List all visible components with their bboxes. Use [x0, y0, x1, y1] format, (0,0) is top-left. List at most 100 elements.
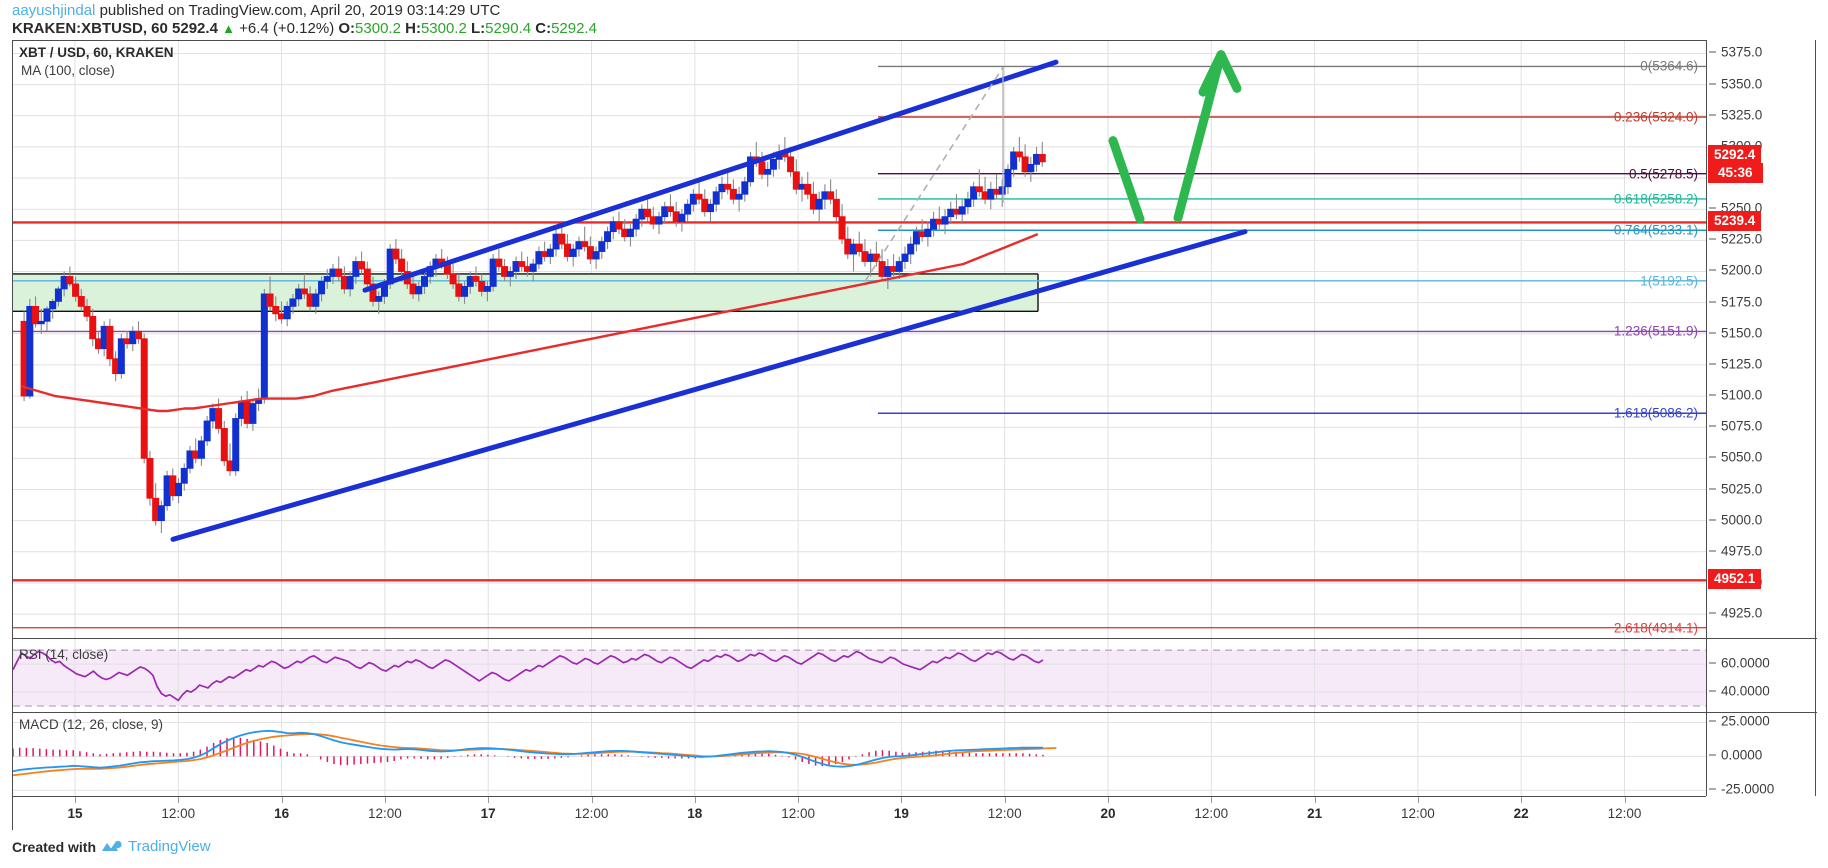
price-level-label[interactable]: 5292.4 [1708, 145, 1762, 166]
time-axis-label: 12:00 [987, 806, 1022, 821]
macd-tick-mark [1709, 754, 1716, 756]
fib-level-label: 1(5192.5) [1640, 273, 1698, 289]
macd-axis-label: 0.0000 [1721, 747, 1763, 763]
fib-level-label: 0.764(5233.1) [1613, 222, 1698, 238]
price-tick-mark [1709, 114, 1716, 116]
low-label: L: [471, 20, 486, 37]
time-tick-mark [281, 797, 283, 803]
fib-level-label: 2.618(4914.1) [1613, 620, 1698, 636]
price-axis-label: 5125.0 [1721, 356, 1763, 372]
time-axis-label: 16 [274, 806, 290, 821]
price-change: +6.4 (+0.12%) [239, 20, 335, 37]
fib-level-label: 0.618(5258.2) [1613, 191, 1698, 207]
time-tick-mark [75, 797, 76, 803]
price-tick-mark [1709, 207, 1716, 209]
macd-tick-mark [1709, 720, 1716, 722]
price-axis-label: 5150.0 [1721, 325, 1763, 341]
rsi-chart-svg [13, 639, 1706, 712]
price-axis-label: 5000.0 [1721, 512, 1763, 528]
rsi-axis-label: 60.0000 [1721, 655, 1770, 671]
time-tick-mark [384, 797, 386, 803]
price-axis-label: 5100.0 [1721, 387, 1763, 403]
publish-text: published on TradingView.com, April 20, … [99, 2, 501, 19]
fib-level-label: 0.5(5278.5) [1628, 166, 1698, 182]
time-axis[interactable]: 15 12:00 16 12:00 17 12:00 18 12:00 19 12:00 20 12:… [12, 796, 1706, 830]
price-axis-label: 5375.0 [1721, 44, 1763, 60]
price-tick-mark [1709, 51, 1716, 53]
bar-countdown-label[interactable]: 45:36 [1708, 163, 1763, 184]
open-label: O: [338, 20, 356, 37]
price-level-label[interactable]: 4952.1 [1708, 569, 1762, 590]
fib-level-label: 1.618(5086.2) [1613, 405, 1698, 421]
time-tick-mark [1314, 797, 1316, 803]
price-axis-label: 4975.0 [1721, 543, 1763, 559]
time-tick-mark [1004, 797, 1006, 803]
fib-level-label: 0(5364.6) [1640, 58, 1698, 74]
price-tick-mark [1709, 612, 1716, 614]
price-tick-mark [1709, 488, 1716, 489]
quote-line: KRAKEN:XBTUSD, 60 5292.4 ▲ +6.4 (+0.12%)… [0, 19, 1828, 38]
price-tick-mark [1709, 301, 1716, 303]
time-tick-mark [1624, 797, 1626, 803]
rsi-tick-mark [1709, 690, 1716, 692]
chart-header: aayushjindal published on TradingView.co… [0, 0, 1828, 38]
price-axis[interactable]: 5375.05350.05325.05300.05275.05250.05225… [1706, 40, 1817, 797]
price-axis-label: 5025.0 [1721, 481, 1763, 496]
time-tick-mark [798, 797, 800, 803]
time-axis-label: 22 [1513, 806, 1529, 821]
macd-chart-svg [13, 713, 1706, 796]
rsi-pane[interactable]: RSI (14, close) [12, 638, 1706, 712]
publish-line: aayushjindal published on TradingView.co… [0, 2, 1828, 19]
time-axis-label: 19 [893, 806, 909, 821]
fib-level-label: 1.236(5151.9) [1613, 323, 1698, 339]
time-tick-mark [694, 797, 696, 803]
macd-axis-label: -25.0000 [1721, 781, 1775, 797]
high-value: 5300.2 [420, 20, 467, 37]
tradingview-logo-icon [102, 840, 122, 851]
time-axis-label: 12:00 [781, 806, 815, 821]
tradingview-brand[interactable]: TradingView [128, 838, 211, 855]
price-axis-label: 5225.0 [1721, 231, 1763, 247]
price-axis-label: 4925.0 [1721, 605, 1763, 621]
price-tick-mark [1709, 425, 1716, 427]
time-tick-mark [1417, 797, 1419, 803]
price-axis-label: 5200.0 [1721, 262, 1763, 278]
macd-axis-label: 25.0000 [1721, 713, 1770, 729]
price-pane[interactable]: XBT / USD, 60, KRAKEN MA (100, close) 0(… [12, 40, 1706, 638]
created-with-label: Created with [12, 838, 97, 855]
time-tick-mark [488, 797, 490, 803]
time-tick-mark [901, 797, 903, 803]
axis-separator [1707, 638, 1817, 639]
price-axis-label: 5350.0 [1721, 76, 1763, 92]
price-axis-label: 5075.0 [1721, 418, 1763, 434]
time-axis-label: 12:00 [1400, 806, 1435, 821]
rsi-tick-mark [1709, 662, 1716, 664]
time-axis-label: 12:00 [1194, 806, 1229, 821]
price-chart-svg [13, 41, 1706, 638]
author-name[interactable]: aayushjindal [12, 2, 96, 19]
price-level-label[interactable]: 5239.4 [1708, 211, 1762, 232]
macd-tick-mark [1709, 788, 1716, 790]
time-tick-mark [591, 797, 593, 803]
macd-pane[interactable]: MACD (12, 26, close, 9) [12, 712, 1706, 796]
footer: Created with TradingView [12, 838, 211, 855]
price-tick-mark [1709, 238, 1716, 240]
time-axis-label: 17 [480, 806, 496, 821]
price-tick-mark [1709, 269, 1716, 271]
close-label: C: [535, 20, 552, 37]
time-tick-mark [1211, 797, 1213, 803]
rsi-axis-label: 40.0000 [1721, 683, 1770, 699]
time-tick-mark [1521, 797, 1523, 803]
time-axis-label: 12:00 [161, 806, 196, 821]
symbol-label[interactable]: KRAKEN:XBTUSD, 60 [12, 20, 168, 37]
price-tick-mark [1709, 332, 1716, 334]
price-tick-mark [1709, 83, 1716, 85]
time-tick-mark [178, 797, 180, 803]
price-axis-label: 5175.0 [1721, 294, 1763, 310]
price-tick-mark [1709, 550, 1716, 552]
time-axis-label: 18 [687, 806, 703, 821]
low-value: 5290.4 [485, 20, 532, 37]
time-axis-label: 12:00 [1607, 806, 1642, 821]
price-axis-label: 5050.0 [1721, 449, 1763, 465]
